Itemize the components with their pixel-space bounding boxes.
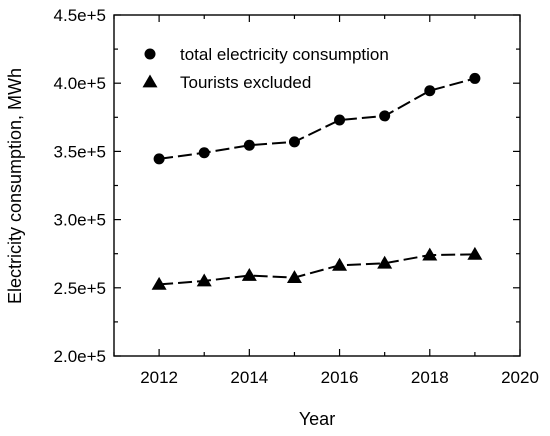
x-tick-label: 2016	[321, 368, 359, 387]
y-tick-label: 4.5e+5	[54, 6, 106, 25]
data-point-series-2	[422, 247, 438, 261]
series-markers	[151, 72, 483, 290]
data-point-series-2	[286, 270, 302, 283]
legend-marker-2	[142, 74, 158, 88]
legend-label-2: Tourists excluded	[180, 73, 311, 92]
legend: total electricity consumption Tourists ex…	[142, 45, 389, 92]
data-point-series-2	[332, 257, 348, 271]
data-point-series-2	[196, 273, 212, 287]
data-point-series-2	[377, 255, 393, 269]
series-lines	[158, 77, 476, 286]
y-axis-title: Electricity consumption, MWh	[5, 68, 25, 304]
y-tick-label: 2.5e+5	[54, 279, 106, 298]
series-line-1	[158, 77, 476, 160]
x-axis-title: Year	[299, 409, 335, 429]
axis-ticks: 2012 2014 2016 2018 2020 2.0e+5 2.5e+5 3.0e+5 3.…	[54, 6, 539, 387]
data-point-series-1	[243, 139, 255, 151]
plot-frame	[113, 14, 521, 357]
y-tick-label: 3.5e+5	[54, 142, 106, 161]
x-tick-label: 2012	[140, 368, 178, 387]
data-point-series-1	[153, 153, 165, 165]
y-tick-label: 3.0e+5	[54, 211, 106, 230]
x-tick-label: 2020	[501, 368, 539, 387]
series-line-2	[159, 253, 475, 286]
y-tick-label: 2.0e+5	[54, 347, 106, 366]
y-tick-label: 4.0e+5	[54, 74, 106, 93]
x-tick-label: 2014	[230, 368, 268, 387]
data-point-series-2	[467, 246, 483, 260]
data-point-series-1	[379, 110, 391, 122]
data-point-series-1	[424, 85, 436, 97]
legend-label-1: total electricity consumption	[180, 45, 389, 64]
x-tick-label: 2018	[411, 368, 449, 387]
data-point-series-1	[469, 72, 481, 84]
legend-marker-1	[144, 48, 156, 60]
data-point-series-1	[334, 114, 346, 126]
data-point-series-1	[288, 136, 300, 148]
data-point-series-2	[151, 276, 167, 290]
data-point-series-2	[241, 268, 257, 281]
data-point-series-1	[198, 147, 210, 159]
